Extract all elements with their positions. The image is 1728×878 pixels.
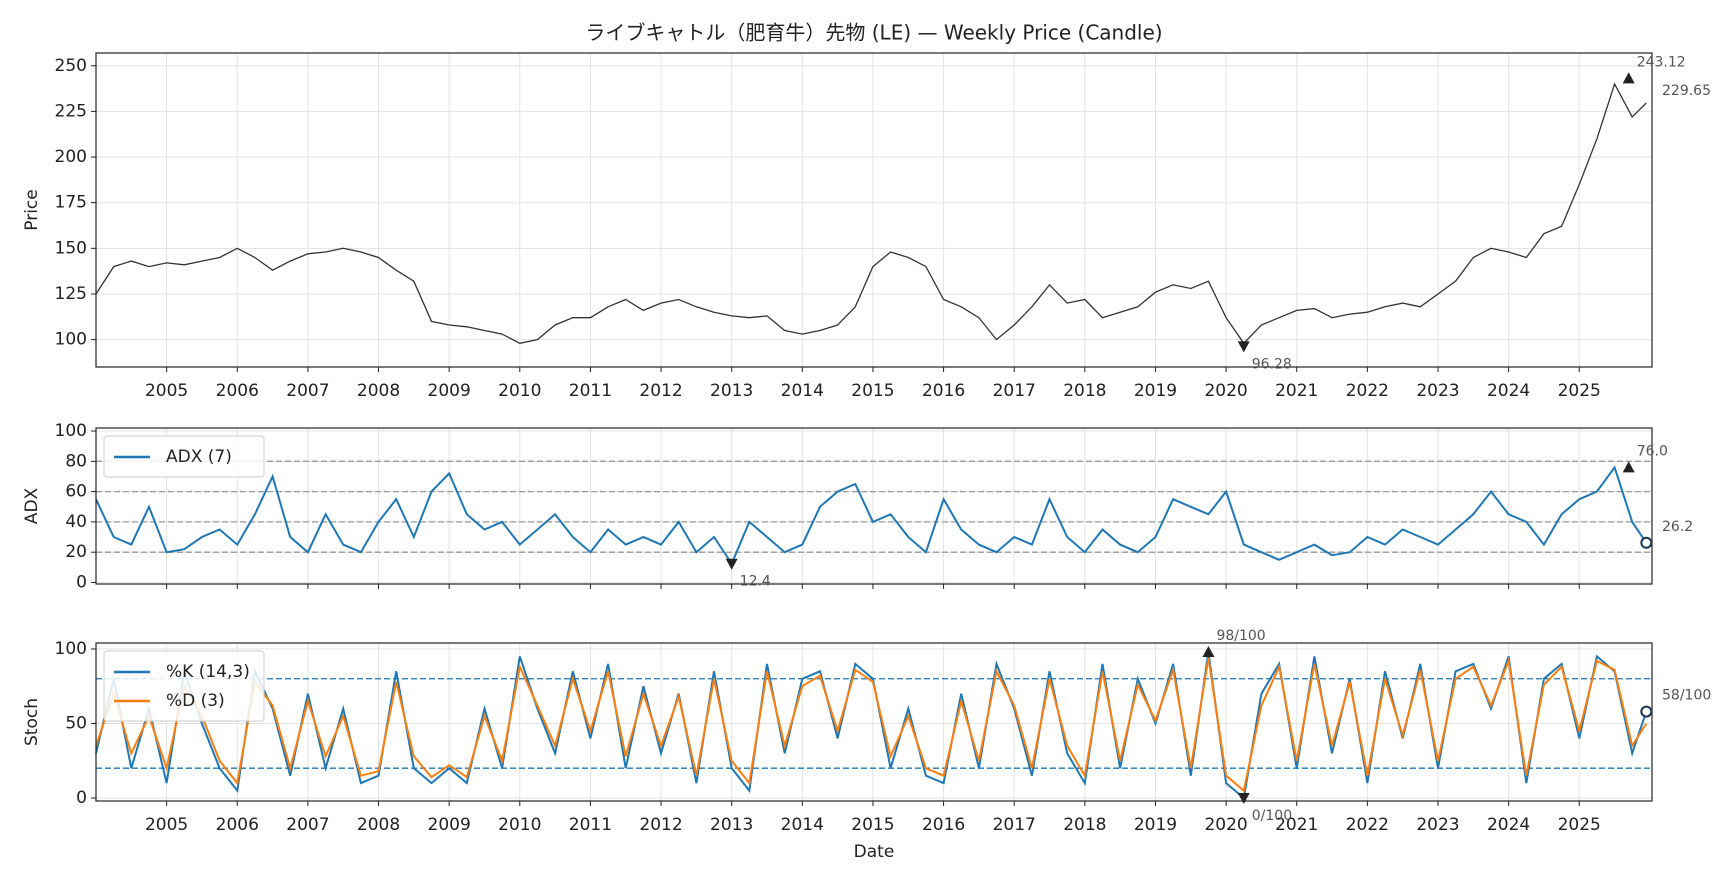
annotation-label: 12.4: [740, 574, 771, 590]
y-tick-label: 100: [55, 330, 87, 350]
x-tick-label: 2018: [1063, 381, 1106, 401]
x-tick-label: 2017: [993, 381, 1036, 401]
annotation-marker: [1237, 793, 1250, 805]
y-tick-label: 100: [55, 639, 87, 659]
legend-label: ADX (7): [166, 447, 232, 467]
x-tick-label: 2008: [357, 815, 400, 835]
y-tick-label: 50: [65, 713, 87, 733]
legend-box: [103, 435, 265, 478]
x-tick-label: 2023: [1416, 381, 1459, 401]
annotation-marker: [1237, 341, 1250, 353]
annotation-label: 243.12: [1637, 54, 1686, 70]
annotation-label: 0/100: [1252, 808, 1292, 824]
x-tick-label: 2012: [639, 381, 682, 401]
x-tick-label: 2013: [710, 381, 753, 401]
y-axis-label: ADX: [22, 487, 42, 524]
legend-label: %D (3): [166, 691, 225, 711]
y-tick-label: 125: [55, 284, 87, 304]
legend-box: [103, 650, 265, 722]
x-tick-label: 2014: [781, 815, 824, 835]
x-tick-label: 2006: [216, 381, 259, 401]
x-tick-label: 2023: [1416, 815, 1459, 835]
x-tick-label: 2010: [498, 381, 541, 401]
y-axis-label: Price: [22, 189, 42, 230]
x-tick-label: 2025: [1558, 381, 1601, 401]
y-tick-label: 100: [55, 421, 87, 441]
x-tick-label: 2019: [1134, 815, 1177, 835]
x-tick-label: 2020: [1204, 381, 1247, 401]
legend-label: %K (14,3): [166, 662, 250, 682]
series-line: [95, 657, 1648, 793]
x-tick-label: 2009: [428, 381, 471, 401]
x-tick-label: 2017: [993, 815, 1036, 835]
x-tick-label: 2009: [428, 815, 471, 835]
x-tick-label: 2025: [1558, 815, 1601, 835]
x-tick-label: 2011: [569, 815, 612, 835]
annotation-label: 58/100: [1662, 688, 1711, 704]
x-tick-label: 2018: [1063, 815, 1106, 835]
y-tick-label: 250: [55, 56, 87, 76]
x-tick-label: 2019: [1134, 381, 1177, 401]
x-tick-label: 2020: [1204, 815, 1247, 835]
y-tick-label: 150: [55, 238, 87, 258]
y-tick-label: 175: [55, 193, 87, 213]
annotation-marker: [725, 558, 738, 570]
x-tick-label: 2022: [1346, 815, 1389, 835]
x-tick-label: 2007: [286, 381, 329, 401]
x-tick-label: 2022: [1346, 381, 1389, 401]
x-tick-label: 2010: [498, 815, 541, 835]
y-tick-label: 0: [76, 572, 87, 592]
x-tick-label: 2021: [1275, 815, 1318, 835]
x-tick-label: 2024: [1487, 381, 1530, 401]
x-tick-label: 2021: [1275, 381, 1318, 401]
annotation-marker: [1640, 705, 1653, 718]
annotation-label: 96.28: [1252, 356, 1292, 372]
chart-title: ライブキャトル（肥育牛）先物 (LE) — Weekly Price (Cand…: [585, 21, 1162, 45]
plot-frame: [95, 642, 1653, 802]
x-tick-label: 2016: [922, 815, 965, 835]
annotation-label: 26.2: [1662, 519, 1693, 535]
x-axis-label: Date: [854, 842, 895, 862]
x-tick-label: 2011: [569, 381, 612, 401]
x-tick-label: 2007: [286, 815, 329, 835]
annotation-marker: [1622, 72, 1635, 84]
annotation-marker: [1640, 536, 1653, 549]
y-tick-label: 200: [55, 147, 87, 167]
y-tick-label: 80: [65, 451, 87, 471]
x-tick-label: 2015: [851, 815, 894, 835]
y-axis-label: Stoch: [22, 698, 42, 746]
x-tick-label: 2015: [851, 381, 894, 401]
plot-frame: [95, 427, 1653, 585]
series-line: [95, 465, 1648, 566]
y-tick-label: 225: [55, 101, 87, 121]
x-tick-label: 2012: [639, 815, 682, 835]
y-tick-label: 0: [76, 788, 87, 808]
series-line: [95, 651, 1648, 800]
annotation-label: 98/100: [1216, 628, 1265, 644]
x-tick-label: 2005: [145, 381, 188, 401]
x-tick-label: 2014: [781, 381, 824, 401]
y-tick-label: 20: [65, 542, 87, 562]
x-tick-label: 2005: [145, 815, 188, 835]
series-line: [95, 82, 1647, 345]
x-tick-label: 2013: [710, 815, 753, 835]
annotation-label: 229.65: [1662, 83, 1711, 99]
y-tick-label: 60: [65, 482, 87, 502]
annotation-marker: [1202, 645, 1215, 657]
x-tick-label: 2008: [357, 381, 400, 401]
annotation-marker: [1622, 461, 1635, 473]
annotation-label: 76.0: [1637, 443, 1668, 459]
plot-frame: [95, 52, 1653, 368]
x-tick-label: 2024: [1487, 815, 1530, 835]
x-tick-label: 2016: [922, 381, 965, 401]
y-tick-label: 40: [65, 512, 87, 532]
x-tick-label: 2006: [216, 815, 259, 835]
